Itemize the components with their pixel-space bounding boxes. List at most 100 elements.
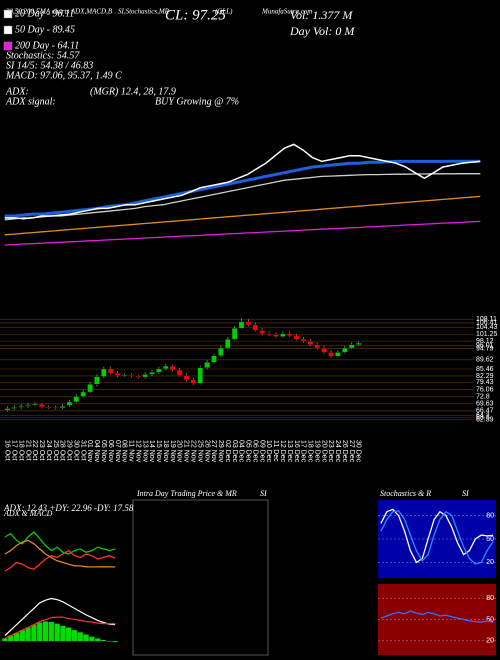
histogram-bar (54, 623, 60, 642)
x-tick-label: 17 Oct (10, 440, 17, 461)
candle-body (183, 375, 190, 381)
candle-body (45, 406, 52, 409)
legend-label: 200 Day - 64.11 (15, 40, 79, 51)
y-tick-label: 64.2 (476, 413, 490, 420)
candle-body (252, 324, 259, 331)
x-tick-label: 25 Nov (196, 440, 203, 463)
x-tick-label: 02 Dec (224, 440, 231, 463)
candle-body (4, 408, 11, 411)
x-tick-label: 29 Nov (217, 440, 224, 463)
y-tick-label: 96.01 (476, 343, 494, 350)
candle-body (238, 321, 245, 329)
candle-body (149, 372, 155, 375)
x-tick-label: 24 Oct (45, 440, 52, 461)
y-tick-label: 20 (486, 638, 494, 645)
x-tick-label: 21 Oct (24, 440, 31, 461)
y-tick-label: 80 (486, 512, 494, 519)
annotation: Stochastics: 54.57 (6, 50, 80, 61)
series-line (4, 539, 116, 568)
annotation: BUY Growing @ 7% (155, 96, 239, 107)
candle-body (314, 344, 321, 349)
panel-subtitle: ADX: 12.43 +DY: 22.96 -DY: 17.58 (3, 503, 134, 513)
x-tick-label: 28 Oct (59, 440, 66, 461)
candle-body (266, 333, 272, 336)
series-line (4, 220, 481, 246)
x-tick-label: 18 Nov (162, 440, 169, 463)
panel-title: ADX & MACD (3, 509, 53, 518)
x-tick-label: 18 Oct (17, 440, 24, 461)
candle-body (101, 368, 107, 377)
histogram-bar (2, 638, 8, 642)
annotation: MunafaSutra.com (261, 8, 312, 16)
x-tick-label: 19 Nov (169, 440, 176, 463)
x-tick-label: 30 Oct (72, 440, 79, 461)
candle-body (73, 396, 80, 403)
x-tick-label: 21 Nov (183, 440, 190, 463)
legend-label: 20 Day - 96.11 (15, 8, 74, 19)
series-line (380, 510, 494, 565)
x-tick-label: 04 Dec (238, 440, 245, 463)
candle-body (273, 334, 279, 337)
y-tick-label: 89.62 (476, 357, 494, 364)
candle-body (280, 333, 286, 337)
candle-body (11, 407, 18, 409)
panel-title: Intra Day Trading Price & MR (136, 489, 237, 498)
x-tick-label: 22 Oct (31, 440, 38, 461)
candle-body (341, 347, 348, 353)
candle-body (321, 347, 327, 353)
x-tick-label: 08 Nov (121, 440, 128, 463)
y-tick-label: 72.8 (476, 394, 490, 401)
candle-body (286, 333, 293, 337)
candle-body (355, 342, 362, 345)
x-tick-label: 25 Oct (52, 440, 59, 461)
histogram-bar (95, 638, 101, 642)
candle-body (300, 339, 307, 342)
macd-line (4, 597, 116, 637)
candle-body (328, 352, 334, 357)
x-tick-label: 15 Nov (155, 440, 162, 463)
candle-body (307, 341, 314, 345)
legend-swatch (3, 25, 13, 35)
panel-background (378, 584, 496, 655)
candle-body (190, 379, 197, 384)
x-tick-label: 23 Dec (327, 440, 334, 463)
legend-label: 50 Day - 89.45 (15, 24, 75, 35)
candle-body (169, 365, 176, 371)
x-tick-label: 24 Dec (334, 440, 341, 463)
series-line (4, 195, 481, 236)
intraday-panel (132, 499, 269, 656)
x-tick-label: 12 Dec (279, 440, 286, 463)
y-tick-label: 108.11 (476, 316, 497, 323)
candle-body (348, 344, 355, 349)
y-tick-label: 66.47 (476, 408, 494, 415)
y-tick-label: 20 (486, 559, 494, 566)
candle-body (335, 352, 341, 357)
y-tick-label: 94.79 (476, 345, 494, 352)
candle-body (231, 328, 238, 340)
histogram-bar (25, 627, 31, 642)
series-line (4, 549, 116, 572)
x-tick-label: 31 Oct (79, 440, 86, 461)
candle-body (204, 362, 210, 368)
x-tick-label: 06 Nov (107, 440, 114, 463)
candle-body (197, 367, 204, 384)
x-tick-label: 16 Oct (4, 440, 11, 461)
x-tick-label: 20 Dec (320, 440, 327, 463)
candle-body (211, 355, 217, 363)
annotation: SI 14/5: 54.38 / 46.83 (6, 60, 93, 71)
annotation: MACD: 97.06, 95.37, 1.49 C (5, 70, 122, 81)
x-tick-label: 05 Dec (245, 440, 252, 463)
annotation: (GLL) (215, 8, 233, 16)
histogram-bar (77, 632, 83, 642)
candle-body (245, 321, 252, 326)
candle-body (114, 373, 121, 376)
candle-body (107, 368, 114, 374)
y-tick-label: 98.12 (476, 338, 494, 345)
annotation: ADX signal: (5, 96, 56, 107)
x-tick-label: 27 Nov (210, 440, 217, 463)
y-tick-label: 104.43 (476, 324, 498, 331)
series-line (4, 173, 481, 221)
candle-body (156, 368, 162, 373)
panel-title: Stochastics & R (380, 489, 431, 498)
